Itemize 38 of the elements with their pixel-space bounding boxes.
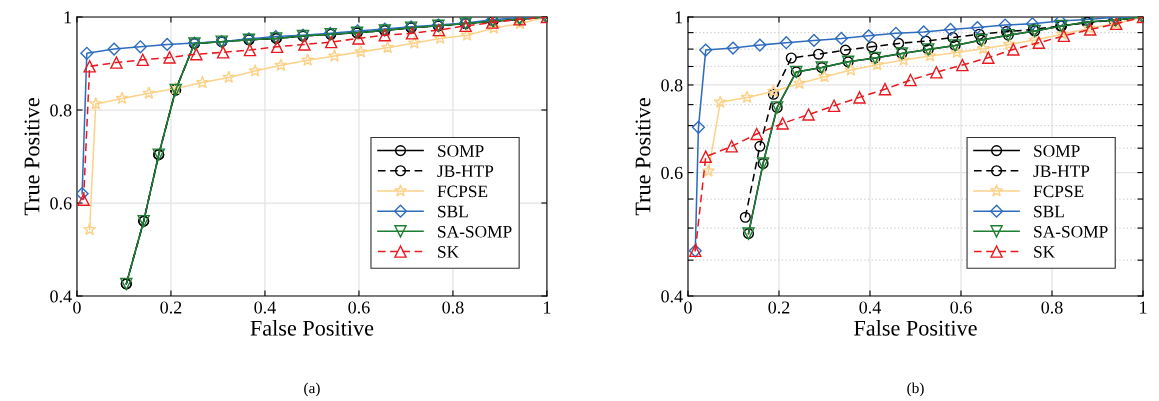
x-tick-label: 1 bbox=[544, 301, 551, 314]
legend-label: SBL bbox=[438, 205, 468, 218]
legend-label: SOMP bbox=[1034, 145, 1080, 157]
y-tick-label: 0.4 bbox=[50, 290, 72, 303]
text: (a) bbox=[304, 382, 320, 397]
y-tick-label: 1 bbox=[675, 11, 683, 24]
x-tick-label: 0.6 bbox=[950, 301, 972, 314]
x-tick-label: 0.2 bbox=[160, 301, 182, 314]
y-tick-label: 1 bbox=[64, 11, 72, 24]
legend-label: FCPSE bbox=[1033, 185, 1084, 198]
legend-label: JB-HTP bbox=[1033, 165, 1090, 178]
y-tick-label: 0.6 bbox=[50, 197, 72, 210]
legend-label: SA-SOMP bbox=[438, 225, 512, 238]
legend-label: SK bbox=[438, 246, 459, 258]
x-tick-label: 0.6 bbox=[348, 301, 370, 314]
legend-label: SA-SOMP bbox=[1034, 225, 1108, 238]
y-axis-title: True Positive bbox=[635, 98, 651, 216]
x-tick-label: 0.4 bbox=[859, 301, 881, 314]
legend-label: SBL bbox=[1034, 205, 1064, 218]
x-axis-title: False Positive bbox=[854, 320, 977, 336]
y-tick-label: 0.6 bbox=[661, 166, 683, 180]
legend-label: SOMP bbox=[438, 145, 484, 157]
x-tick-label: 0.8 bbox=[442, 301, 464, 314]
y-tick-label: 0.4 bbox=[661, 290, 683, 303]
legend-label: JB-HTP bbox=[437, 165, 494, 178]
legend-label: FCPSE bbox=[437, 185, 488, 198]
x-tick-label: 0 bbox=[73, 301, 81, 314]
x-tick-label: 0.8 bbox=[1041, 301, 1063, 314]
y-tick-label: 0.8 bbox=[661, 79, 683, 92]
y-axis-title: True Positive bbox=[24, 98, 40, 216]
x-tick-label: 0.2 bbox=[768, 301, 790, 314]
x-axis-title: False Positive bbox=[250, 320, 374, 336]
text: (b) bbox=[907, 382, 924, 397]
x-tick-label: 0.4 bbox=[254, 301, 276, 314]
x-tick-label: 1 bbox=[1140, 301, 1147, 314]
y-tick-label: 0.8 bbox=[50, 104, 72, 117]
x-tick-label: 0 bbox=[684, 301, 692, 314]
legend-label: SK bbox=[1034, 246, 1056, 258]
